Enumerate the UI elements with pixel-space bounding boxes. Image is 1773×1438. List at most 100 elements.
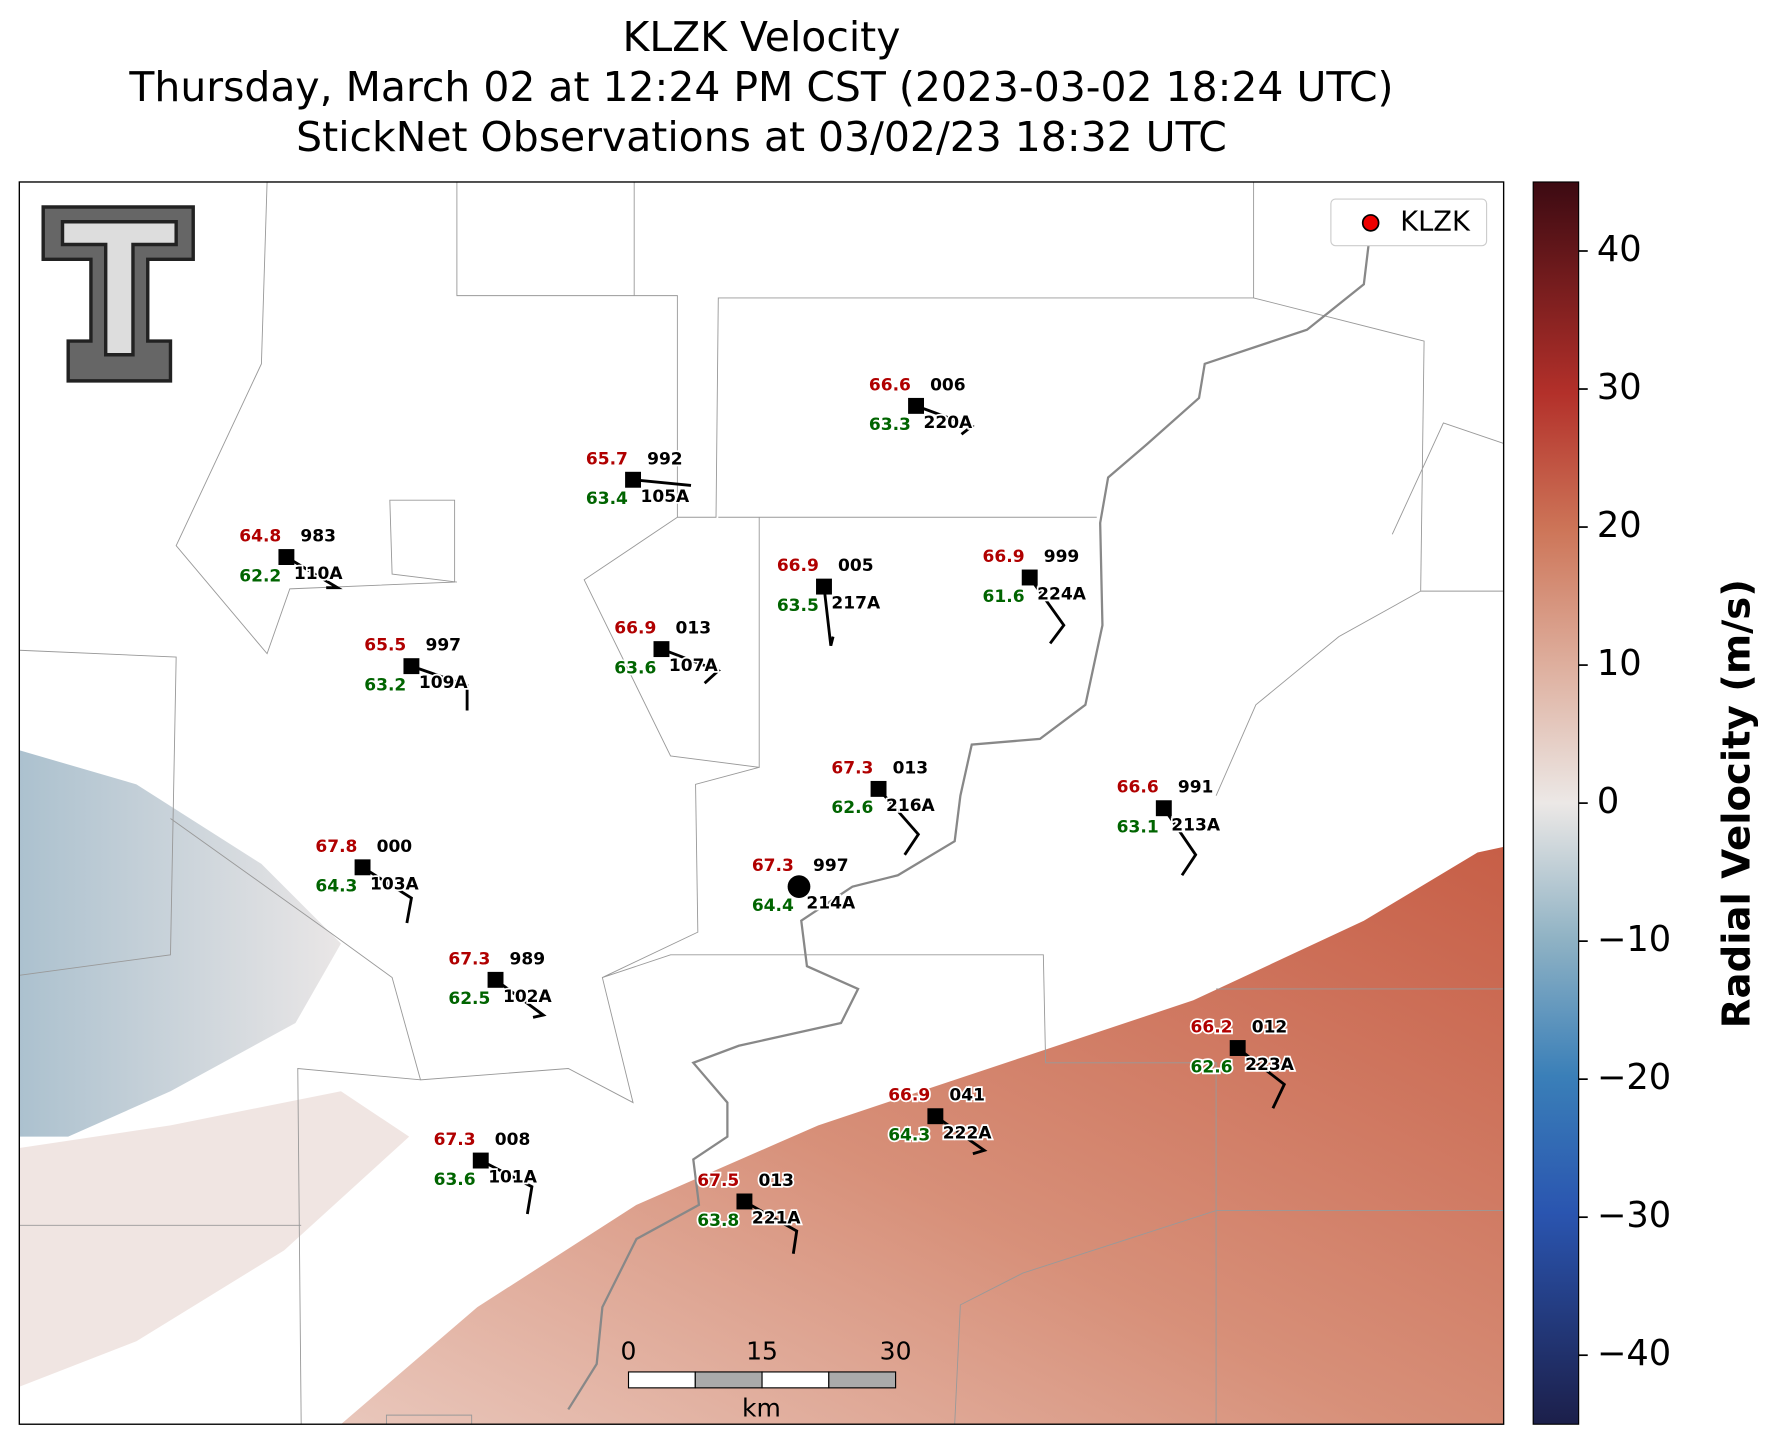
temperature: 64.8 bbox=[239, 527, 281, 547]
wind-barb bbox=[632, 478, 692, 487]
station-marker bbox=[354, 859, 371, 876]
station-marker bbox=[787, 875, 811, 899]
tick-label: 30 bbox=[1597, 367, 1642, 408]
station-id: 109A bbox=[419, 673, 469, 693]
tick-label: 10 bbox=[1597, 643, 1642, 684]
station-id: 220A bbox=[924, 413, 974, 433]
dewpoint: 64.3 bbox=[888, 1126, 930, 1146]
legend-box bbox=[1330, 198, 1488, 247]
scale-label: 15 bbox=[746, 1337, 778, 1366]
dewpoint: 63.2 bbox=[364, 675, 406, 695]
pressure: 041 bbox=[949, 1086, 985, 1106]
temperature: 67.3 bbox=[831, 758, 873, 778]
station-marker bbox=[472, 1152, 489, 1169]
temperature: 66.6 bbox=[1117, 778, 1159, 798]
dewpoint: 63.5 bbox=[777, 596, 819, 616]
dewpoint: 63.3 bbox=[869, 415, 911, 435]
station-marker bbox=[278, 549, 295, 565]
station-marker bbox=[1021, 569, 1038, 586]
tick-label: −40 bbox=[1597, 1333, 1671, 1374]
dewpoint: 63.6 bbox=[614, 658, 656, 678]
radar-echo bbox=[340, 846, 1504, 1425]
pressure: 013 bbox=[676, 619, 712, 639]
dewpoint: 61.6 bbox=[983, 587, 1025, 607]
colorbar-label: Radial Velocity (m/s) bbox=[1714, 579, 1759, 1028]
temperature: 66.9 bbox=[983, 547, 1025, 567]
subtitle: StickNet Observations at 03/02/23 18:32 … bbox=[296, 113, 1227, 161]
station-id: 221A bbox=[752, 1209, 802, 1229]
map-frame bbox=[18, 181, 1505, 1425]
temperature: 67.3 bbox=[752, 856, 794, 876]
temperature: 66.9 bbox=[777, 556, 819, 576]
title: KLZK Velocity bbox=[623, 13, 901, 61]
station-id: 213A bbox=[1171, 815, 1221, 835]
colorbar bbox=[1532, 181, 1580, 1425]
station-marker bbox=[870, 780, 887, 797]
wind-barb bbox=[1162, 807, 1198, 877]
dewpoint: 62.2 bbox=[239, 566, 281, 586]
tick-label: 0 bbox=[1597, 781, 1619, 822]
wind-barb bbox=[915, 404, 975, 436]
dewpoint: 63.6 bbox=[434, 1170, 476, 1190]
legend: KLZK bbox=[1330, 198, 1488, 247]
stations: 66.6 006 63.3 220A 65.7 992 63.4 105A 64.8 983 62.… bbox=[238, 374, 1296, 1254]
temperature: 67.3 bbox=[448, 949, 490, 969]
station-marker bbox=[1229, 1040, 1246, 1056]
station-marker bbox=[736, 1193, 753, 1210]
pressure: 991 bbox=[1178, 778, 1214, 798]
station-id: 105A bbox=[641, 487, 691, 507]
station-id: 214A bbox=[806, 894, 856, 914]
scale-segment bbox=[761, 1371, 830, 1389]
radar-echo bbox=[19, 750, 341, 1137]
pressure: 000 bbox=[377, 837, 413, 857]
dewpoint: 62.5 bbox=[448, 989, 490, 1009]
station-id: 110A bbox=[294, 564, 344, 584]
pressure: 008 bbox=[495, 1130, 531, 1150]
radar-echo bbox=[19, 1091, 410, 1387]
tick-label: 20 bbox=[1597, 505, 1642, 546]
station-id: 101A bbox=[488, 1168, 538, 1188]
scale-segment bbox=[627, 1371, 696, 1389]
wind-barb bbox=[285, 555, 343, 590]
temperature: 66.2 bbox=[1191, 1018, 1233, 1038]
wind-barb bbox=[410, 664, 469, 711]
wind-barb bbox=[743, 1200, 799, 1254]
wind-barb bbox=[480, 1159, 534, 1215]
legend-label: KLZK bbox=[1400, 206, 1471, 237]
station-marker bbox=[403, 658, 420, 675]
subtitle: Thursday, March 02 at 12:24 PM CST (2023… bbox=[128, 63, 1393, 111]
temperature: 67.5 bbox=[697, 1171, 739, 1191]
pressure: 013 bbox=[893, 758, 929, 778]
station-id: 224A bbox=[1037, 585, 1087, 605]
county-line bbox=[19, 181, 1504, 1425]
station-marker bbox=[487, 971, 504, 988]
legend-marker bbox=[1361, 214, 1380, 232]
wind-barb bbox=[660, 647, 721, 685]
pressure: 006 bbox=[930, 375, 966, 395]
temperature: 66.9 bbox=[614, 619, 656, 639]
temperature: 67.3 bbox=[434, 1130, 476, 1150]
tick-label: −10 bbox=[1597, 919, 1671, 960]
scale-bar: 0 15 30 km bbox=[621, 1337, 912, 1423]
pressure: 997 bbox=[425, 636, 461, 656]
station-id: 223A bbox=[1245, 1055, 1295, 1075]
scale-segment bbox=[694, 1371, 763, 1389]
scale-segment bbox=[828, 1371, 897, 1389]
pressure: 997 bbox=[813, 856, 849, 876]
station-id: 222A bbox=[943, 1123, 993, 1143]
wind-barb bbox=[494, 978, 547, 1019]
scale-unit: km bbox=[742, 1393, 781, 1422]
station-marker bbox=[625, 471, 642, 488]
pressure: 005 bbox=[838, 556, 874, 576]
map bbox=[19, 181, 1504, 1425]
dewpoint: 63.8 bbox=[697, 1211, 739, 1231]
station-id: 107A bbox=[669, 656, 719, 676]
pressure: 013 bbox=[758, 1171, 794, 1191]
wind-barb bbox=[822, 586, 835, 647]
dewpoint: 63.4 bbox=[586, 489, 628, 509]
pressure: 012 bbox=[1252, 1018, 1288, 1038]
wind-barb bbox=[877, 787, 921, 856]
station-id: 102A bbox=[503, 987, 553, 1007]
temperature: 67.8 bbox=[315, 837, 357, 857]
dewpoint: 62.6 bbox=[1191, 1057, 1233, 1077]
